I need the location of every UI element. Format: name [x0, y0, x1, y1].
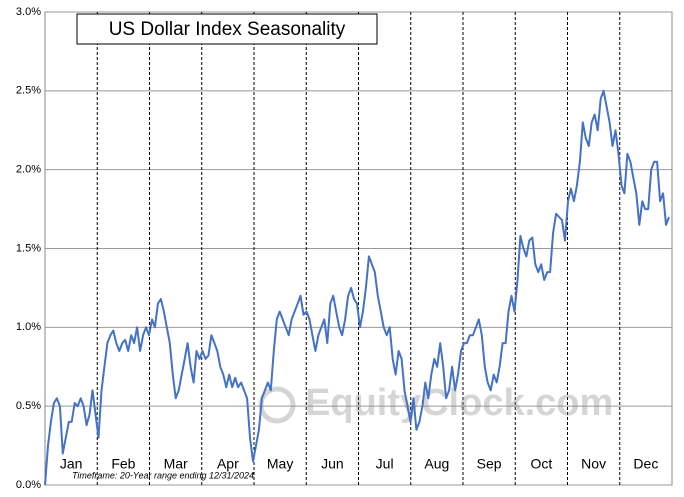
series-line	[44, 89, 670, 486]
chart-title: US Dollar Index Seasonality	[109, 19, 346, 40]
title-box	[76, 13, 378, 45]
x-tick-label: Mar	[164, 456, 188, 472]
y-tick-label: 1.0%	[16, 321, 41, 333]
annotation: Timeframe: 20-Year range ending 12/31/20…	[72, 470, 254, 480]
x-tick-label: Aug	[424, 456, 449, 472]
x-tick-label: Feb	[111, 456, 135, 472]
y-tick-label: 1.5%	[16, 242, 41, 254]
y-tick-label: 3.0%	[16, 6, 41, 18]
watermark-text: EquityClock.com	[305, 382, 613, 424]
x-tick-label: Oct	[530, 456, 552, 472]
y-tick-label: 2.0%	[16, 164, 41, 176]
x-tick-label: Dec	[633, 456, 658, 472]
x-tick-label: Jun	[321, 456, 344, 472]
y-tick-label: 2.5%	[16, 85, 41, 97]
watermark: EquityClock.com	[258, 382, 613, 424]
y-tick-label: 0.5%	[16, 400, 41, 412]
y-tick-label: 0.0%	[16, 479, 41, 491]
x-tick-label: Jul	[376, 456, 394, 472]
x-tick-label: Sep	[477, 456, 502, 472]
x-tick-label: Nov	[581, 456, 606, 472]
x-tick-label: Apr	[217, 456, 239, 472]
x-tick-label: May	[267, 456, 293, 472]
x-tick-label: Jan	[60, 456, 83, 472]
